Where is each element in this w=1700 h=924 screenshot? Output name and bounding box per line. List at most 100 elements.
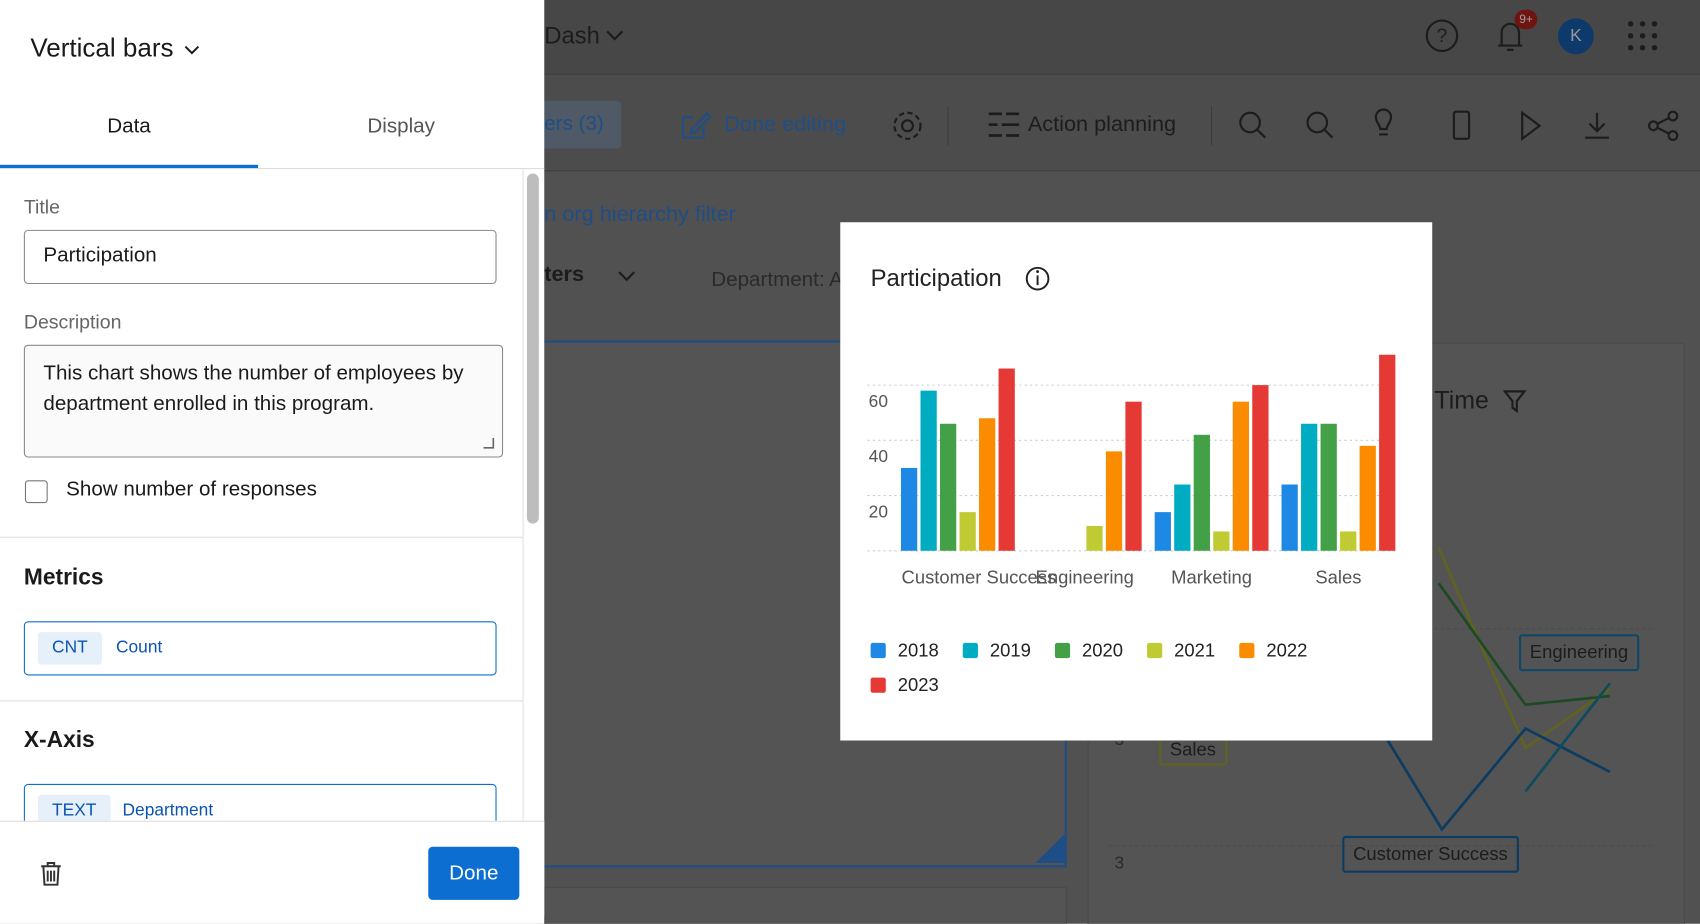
chevron[interactable] bbox=[184, 44, 200, 55]
bar bbox=[1174, 484, 1191, 551]
checkbox[interactable] bbox=[24, 480, 48, 504]
scrollbar[interactable] bbox=[526, 173, 539, 524]
divider bbox=[0, 700, 523, 702]
bar bbox=[1301, 423, 1318, 551]
scroll-track bbox=[522, 169, 524, 822]
metric-tag: CNT bbox=[37, 632, 102, 665]
bar bbox=[1359, 445, 1376, 551]
legend-swatch bbox=[1054, 642, 1071, 659]
resize-handle bbox=[1035, 832, 1066, 864]
action-planning[interactable]: Action planning bbox=[1027, 112, 1177, 137]
x-tick-label: Sales bbox=[1315, 567, 1362, 588]
widget-type[interactable]: Vertical bars bbox=[30, 33, 174, 63]
tab-data[interactable]: Data bbox=[107, 114, 151, 138]
chart-card: Participation 20 40 60 2018 2019 2020 2021 2022… bbox=[840, 222, 1433, 741]
legend-swatch bbox=[1239, 642, 1255, 659]
avatar[interactable]: K bbox=[1557, 18, 1594, 55]
notification-badge: 9+ bbox=[1514, 9, 1538, 30]
bar bbox=[1193, 434, 1210, 551]
legend-label: 2022 bbox=[1266, 639, 1307, 660]
bar bbox=[1232, 401, 1249, 551]
description-value[interactable]: This chart shows the number of employees… bbox=[43, 362, 464, 416]
description-input[interactable] bbox=[23, 344, 504, 458]
dashboard-name[interactable]: Dash bbox=[544, 21, 600, 49]
bar bbox=[1154, 512, 1171, 551]
y-tick-label: 20 bbox=[869, 501, 888, 521]
divider bbox=[0, 536, 523, 538]
filters-label: ters bbox=[544, 262, 585, 287]
bar bbox=[1105, 451, 1123, 551]
x-tick-label: Customer Success bbox=[901, 567, 1057, 588]
separator bbox=[947, 106, 949, 146]
bar bbox=[1086, 525, 1103, 551]
widget-title: Time bbox=[1434, 385, 1489, 415]
toolbar-icons[interactable] bbox=[1234, 108, 1689, 143]
chart-title: Participation bbox=[871, 265, 1002, 292]
legend-swatch bbox=[870, 642, 886, 659]
action-icon bbox=[988, 112, 1020, 137]
delete-icon[interactable] bbox=[39, 861, 63, 887]
y-tick-label: 40 bbox=[869, 446, 888, 466]
metric-name[interactable]: Count bbox=[116, 638, 163, 658]
bar bbox=[1252, 385, 1269, 551]
chart: Participation 20 40 60 2018 2019 2020 2021 2022… bbox=[867, 265, 1399, 695]
title-input[interactable] bbox=[23, 229, 497, 285]
svg-text:?: ? bbox=[1437, 25, 1448, 47]
checkbox-label[interactable]: Show number of responses bbox=[66, 478, 317, 501]
bar bbox=[959, 512, 976, 551]
settings-icon[interactable] bbox=[891, 110, 924, 143]
bar bbox=[940, 423, 957, 551]
legend-swatch bbox=[870, 677, 886, 693]
x-tick-label: Marketing bbox=[1171, 567, 1253, 588]
series-label: Customer Success bbox=[1342, 835, 1519, 873]
xaxis-name[interactable]: Department bbox=[122, 801, 214, 820]
legend-label: 2018 bbox=[898, 639, 939, 660]
series-label: Engineering bbox=[1518, 634, 1640, 672]
title-value[interactable]: Participation bbox=[43, 243, 157, 267]
side-panel: Vertical bars Data Display Title Partici… bbox=[0, 0, 545, 924]
department-filter[interactable]: Department: A bbox=[711, 268, 843, 292]
bar bbox=[1340, 531, 1357, 551]
done-button[interactable]: Done bbox=[428, 846, 520, 900]
legend-label: 2019 bbox=[990, 639, 1031, 660]
filters-button[interactable]: ers (3) bbox=[544, 112, 604, 136]
widget-stub bbox=[544, 886, 1067, 924]
bar bbox=[979, 418, 996, 551]
legend-label: 2023 bbox=[898, 674, 939, 695]
bar bbox=[1281, 484, 1298, 551]
tab-border bbox=[0, 168, 545, 170]
bar bbox=[1320, 423, 1337, 551]
edit-icon bbox=[681, 112, 712, 139]
bar bbox=[1125, 401, 1142, 551]
help-icon[interactable]: ? bbox=[1425, 18, 1460, 53]
bar bbox=[1213, 531, 1230, 551]
legend-swatch bbox=[962, 642, 978, 659]
legend-label: 2020 bbox=[1082, 639, 1123, 660]
field-label: Description bbox=[23, 311, 122, 333]
bell-icon[interactable] bbox=[1492, 17, 1529, 54]
bar bbox=[1379, 354, 1396, 551]
done-editing[interactable]: Done editing bbox=[724, 112, 847, 137]
bar bbox=[900, 467, 918, 551]
filter-icon[interactable] bbox=[1502, 389, 1527, 414]
metric-field[interactable] bbox=[23, 621, 497, 676]
section-heading: X-Axis bbox=[23, 727, 95, 753]
tab-display[interactable]: Display bbox=[367, 114, 435, 138]
chevron[interactable] bbox=[617, 269, 637, 284]
legend-swatch bbox=[1147, 642, 1163, 659]
apps-icon[interactable] bbox=[1626, 20, 1659, 53]
resize-grip bbox=[483, 438, 495, 449]
chevron bbox=[606, 30, 624, 41]
background-lines bbox=[1109, 546, 1652, 847]
org-filter-link[interactable]: n org hierarchy filter bbox=[544, 202, 736, 227]
info-icon[interactable] bbox=[1025, 266, 1050, 291]
bar bbox=[920, 390, 937, 551]
bar bbox=[998, 368, 1015, 551]
legend-label: 2021 bbox=[1174, 639, 1215, 660]
axis-tick: 3 bbox=[1114, 854, 1125, 873]
section-heading: Metrics bbox=[23, 564, 104, 590]
x-tick-label: Engineering bbox=[1035, 567, 1134, 588]
tab-indicator bbox=[0, 164, 259, 169]
field-label: Title bbox=[23, 196, 61, 218]
